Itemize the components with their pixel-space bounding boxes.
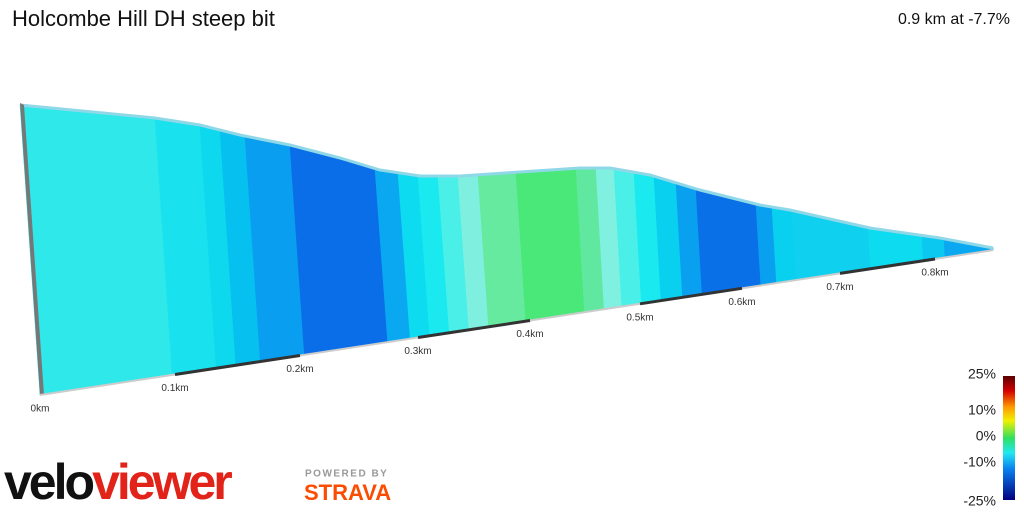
axis-band [174, 353, 301, 376]
distance-label: 0km [31, 404, 50, 415]
logo: veloviewer [4, 454, 232, 510]
distance-label: 0.1km [161, 383, 188, 394]
gradient-scale [1003, 376, 1015, 500]
legend-label: 25% [968, 366, 996, 382]
distance-label: 0.6km [728, 297, 755, 308]
distance-label: 0.4km [516, 329, 543, 340]
legend-label: -25% [963, 493, 996, 509]
profile-top-edge [19, 103, 994, 250]
profile-segment [515, 167, 585, 322]
profile-segment [19, 104, 173, 396]
distance-label: 0.5km [626, 312, 653, 323]
strava-logo: STRAVA [304, 480, 391, 505]
distance-label: 0.3km [404, 346, 431, 357]
legend-label: -10% [963, 454, 996, 470]
legend-label: 0% [976, 428, 996, 444]
logo-velo: velo [4, 454, 94, 510]
profile-segment [695, 188, 762, 295]
axis-band [839, 257, 936, 275]
distance-axis: 0km 0.1km 0.2km 0.3km 0.4km 0.5km 0.6km 0.7km 0.… [31, 257, 949, 415]
profile-side [20, 103, 44, 395]
logo-viewer: viewer [92, 454, 232, 510]
distance-label: 0.7km [826, 282, 853, 293]
axis-band [639, 286, 743, 306]
summary: 0.9 km at -7.7% [898, 11, 1010, 28]
axis-band [417, 319, 531, 340]
elevation-profile [19, 103, 994, 396]
powered-by: POWERED BY [305, 469, 388, 480]
distance-label: 0.8km [921, 268, 948, 279]
title: Holcombe Hill DH steep bit [12, 6, 275, 31]
distance-label: 0.2km [286, 364, 313, 375]
profile-segment [289, 144, 389, 356]
legend-label: 10% [968, 402, 996, 418]
